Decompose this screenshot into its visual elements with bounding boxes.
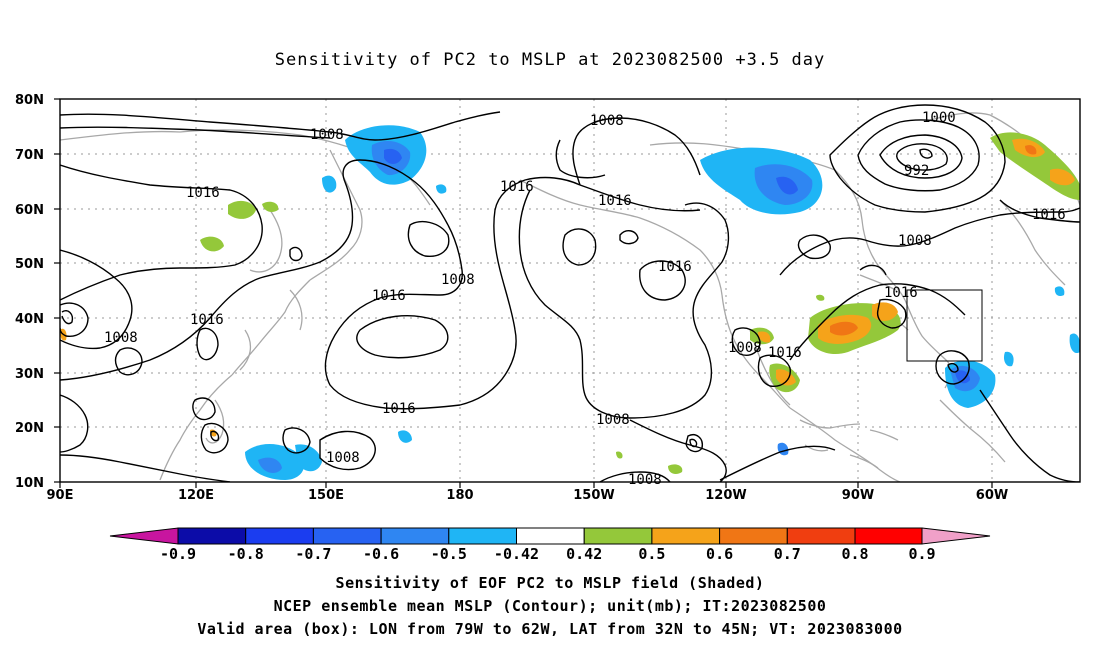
contour-label: 1008: [104, 330, 138, 346]
contour-label: 1008: [728, 340, 762, 356]
latitude-labels: 80N 70N 60N 50N 40N 30N 20N 10N: [15, 93, 44, 491]
lat-label: 30N: [15, 367, 44, 382]
colorbar-segment: [312, 527, 382, 545]
contour-label: 1008: [326, 450, 360, 466]
contour-label: 1016: [1032, 207, 1066, 223]
contour-label: 1008: [590, 113, 624, 129]
contour-label: 1016: [190, 312, 224, 328]
contour-label: 1016: [500, 179, 534, 195]
colorbar-tick: -0.7: [295, 545, 331, 563]
contour-label: 1016: [382, 401, 416, 417]
colorbar-tick: -0.8: [228, 545, 264, 563]
colorbar-segment: [177, 527, 247, 545]
colorbar-tick: -0.42: [494, 545, 539, 563]
colorbar-segment: [245, 527, 314, 545]
contour-label: 1016: [598, 193, 632, 209]
colorbar-segment: [719, 527, 788, 545]
contour-label: 1016: [884, 285, 918, 301]
colorbar-segment: [786, 527, 856, 545]
sensitivity-negative-shading: [245, 125, 1080, 480]
colorbar: [109, 527, 991, 545]
contour-label: 1008: [441, 272, 475, 288]
colorbar-segment: [651, 527, 721, 545]
contour-label: 1016: [186, 185, 220, 201]
lon-label: 120E: [178, 488, 214, 503]
lon-label: 150W: [573, 488, 614, 503]
colorbar-segment: [854, 527, 923, 545]
lon-label: 90W: [842, 488, 874, 503]
axis-ticks: [54, 98, 993, 488]
lon-label: 90E: [47, 488, 74, 503]
colorbar-tick: 0.9: [908, 545, 935, 563]
lat-label: 40N: [15, 312, 44, 327]
mslp-contours: [60, 104, 1080, 482]
colorbar-low-triangle: [109, 527, 179, 545]
lat-label: 60N: [15, 203, 44, 218]
lon-label: 150E: [308, 488, 344, 503]
colorbar-tick-labels: -0.9 -0.8 -0.7 -0.6 -0.5 -0.42 0.42 0.5 …: [160, 545, 936, 563]
lat-label: 80N: [15, 93, 44, 108]
colorbar-segment: [516, 527, 585, 545]
map-title: Sensitivity of PC2 to MSLP at 2023082500…: [274, 50, 826, 70]
contour-label: 1016: [372, 288, 406, 304]
colorbar-tick: 0.5: [638, 545, 665, 563]
contour-label: 1008: [898, 233, 932, 249]
lon-label: 180: [446, 488, 473, 503]
map-frame: [59, 98, 1081, 483]
lon-label: 60W: [976, 488, 1008, 503]
contour-labels: 1008 1016 1008 1016 1016 1008 1016 1008 …: [104, 110, 1066, 488]
contour-label: 1000: [922, 110, 956, 126]
caption-line-1: Sensitivity of EOF PC2 to MSLP field (Sh…: [335, 574, 765, 592]
lon-label: 120W: [705, 488, 746, 503]
colorbar-segment: [380, 527, 450, 545]
contour-label: 1008: [310, 127, 344, 143]
colorbar-tick: 0.7: [774, 545, 801, 563]
caption-line-3: Valid area (box): LON from 79W to 62W, L…: [197, 620, 903, 638]
contour-label: 1008: [596, 412, 630, 428]
lat-label: 50N: [15, 257, 44, 272]
colorbar-segment: [448, 527, 517, 545]
lat-label: 20N: [15, 421, 44, 436]
longitude-labels: 90E 120E 150E 180 150W 120W 90W 60W: [47, 488, 1009, 503]
contour-label: 1008: [628, 472, 662, 488]
contour-label: 1016: [658, 259, 692, 275]
colorbar-tick: 0.8: [841, 545, 868, 563]
colorbar-segment: [583, 527, 653, 545]
colorbar-tick: -0.9: [160, 545, 196, 563]
colorbar-tick: 0.42: [566, 545, 602, 563]
caption-line-2: NCEP ensemble mean MSLP (Contour); unit(…: [273, 597, 827, 615]
valid-area-box: [906, 289, 983, 362]
colorbar-tick: -0.6: [363, 545, 399, 563]
colorbar-tick: 0.6: [706, 545, 733, 563]
lat-label: 10N: [15, 476, 44, 491]
contour-label: 1016: [768, 345, 802, 361]
lat-label: 70N: [15, 148, 44, 163]
colorbar-tick: -0.5: [431, 545, 467, 563]
contour-label: 992: [904, 163, 929, 179]
colorbar-high-triangle: [921, 527, 991, 545]
